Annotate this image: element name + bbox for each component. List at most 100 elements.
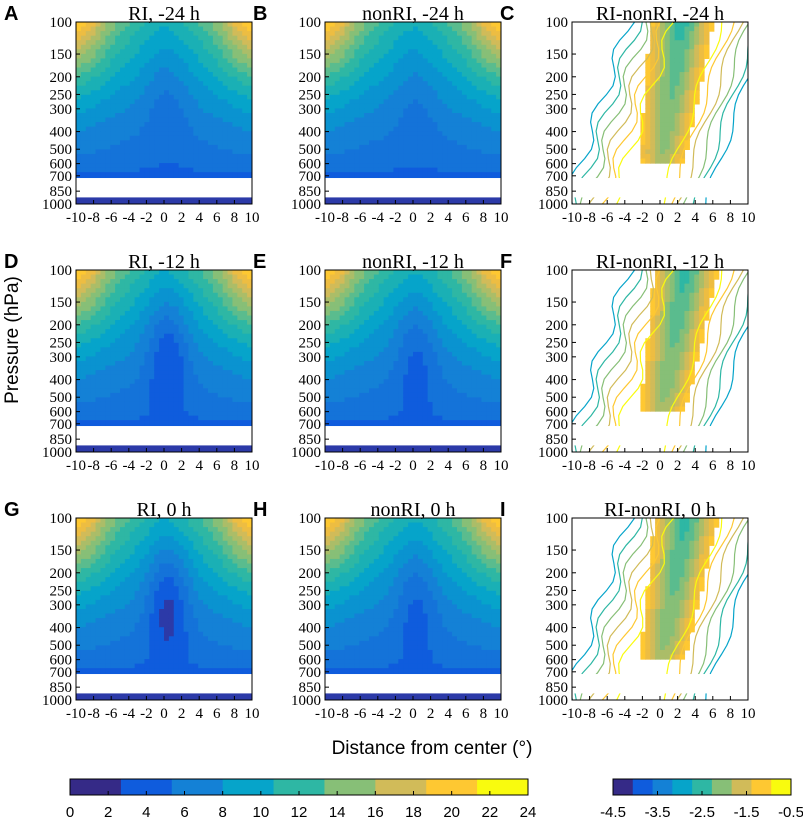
- heatmap-cell: [129, 415, 136, 421]
- heatmap-cell: [669, 85, 676, 91]
- heatmap-cell: [242, 315, 248, 321]
- heatmap-cell: [217, 270, 224, 276]
- heatmap-cell: [354, 58, 360, 64]
- heatmap-cell: [403, 194, 409, 201]
- heatmap-cell: [437, 199, 443, 204]
- heatmap-cell: [178, 279, 185, 285]
- heatmap-cell: [105, 31, 111, 37]
- heatmap-cell: [476, 199, 483, 204]
- heatmap-cell: [364, 158, 370, 164]
- heatmap-cell: [178, 347, 185, 353]
- heatmap-cell: [369, 122, 375, 128]
- y-tick-label: 400: [50, 125, 73, 141]
- heatmap-cell: [383, 31, 390, 37]
- heatmap-cell: [329, 76, 336, 82]
- heatmap-cell: [247, 292, 252, 298]
- heatmap-cell: [105, 62, 111, 69]
- heatmap-cell: [486, 113, 492, 119]
- heatmap-cell: [398, 172, 404, 178]
- heatmap-cell: [164, 324, 170, 330]
- heatmap-cell: [481, 135, 487, 141]
- heatmap-cell: [227, 447, 234, 452]
- heatmap-cell: [369, 26, 375, 32]
- heatmap-cell: [447, 103, 453, 110]
- heatmap-cell: [80, 292, 87, 298]
- heatmap-cell: [461, 122, 468, 128]
- heatmap-cell: [124, 356, 131, 362]
- heatmap-cell: [129, 301, 136, 307]
- heatmap-cell: [173, 26, 180, 32]
- heatmap-cell: [471, 22, 478, 28]
- heatmap-cell: [334, 310, 341, 317]
- heatmap-cell: [388, 72, 395, 78]
- heatmap-cell: [359, 108, 365, 114]
- heatmap-cell: [325, 158, 331, 164]
- heatmap-cell: [173, 85, 180, 91]
- x-tick-label: 2: [178, 458, 186, 474]
- heatmap-cell: [149, 356, 155, 362]
- heatmap-cell: [164, 135, 170, 141]
- heatmap-cell: [159, 35, 165, 41]
- heatmap-cell: [76, 167, 82, 173]
- heatmap-cell: [159, 76, 165, 82]
- heatmap-cell: [100, 31, 106, 37]
- heatmap-cell: [183, 85, 190, 91]
- heatmap-cell: [124, 113, 131, 119]
- heatmap-cell: [110, 76, 116, 82]
- heatmap-cell: [339, 194, 346, 201]
- heatmap-cell: [149, 99, 155, 105]
- x-tick-label: -6: [105, 458, 118, 474]
- heatmap-cell: [100, 135, 106, 141]
- y-tick-label: 150: [50, 295, 73, 311]
- heatmap-cell: [90, 131, 97, 137]
- heatmap-cell: [471, 117, 478, 123]
- heatmap-cell: [120, 172, 126, 178]
- heatmap-cells: [76, 22, 252, 204]
- heatmap-cell: [178, 117, 185, 123]
- heatmap-cell: [222, 194, 229, 201]
- heatmap-cell: [193, 315, 199, 321]
- heatmap-cell: [247, 194, 252, 201]
- heatmap-cell: [417, 117, 424, 123]
- heatmap-cell: [193, 53, 199, 59]
- heatmap-cell: [242, 347, 248, 353]
- heatmap-cell: [198, 301, 204, 307]
- heatmap-cell: [212, 292, 219, 298]
- heatmap-cell: [149, 194, 155, 201]
- heatmap-cell: [76, 324, 82, 330]
- heatmap-cell: [427, 158, 434, 164]
- heatmap-cell: [134, 149, 141, 155]
- heatmap-cell: [476, 158, 483, 164]
- contour-line: [588, 22, 654, 204]
- heatmap-cell: [100, 383, 106, 389]
- heatmap-cell: [359, 53, 365, 59]
- heatmap-cell: [413, 172, 419, 178]
- heatmap-cell: [237, 310, 243, 317]
- heatmap-cell: [105, 315, 111, 321]
- heatmap-cell: [227, 274, 234, 280]
- heatmap-cell: [159, 279, 165, 285]
- heatmap-cell: [457, 126, 463, 132]
- heatmap-cell: [222, 58, 229, 64]
- heatmap-cell: [349, 94, 355, 100]
- heatmap-cell: [645, 94, 651, 100]
- heatmap-cell: [95, 388, 102, 394]
- heatmap-cell: [76, 351, 82, 358]
- heatmap-cell: [669, 40, 676, 46]
- heatmap-cell: [198, 338, 204, 344]
- heatmap-cell: [364, 126, 370, 132]
- heatmap-cell: [149, 40, 155, 46]
- heatmap-cell: [120, 365, 126, 371]
- heatmap-cell: [159, 163, 165, 169]
- heatmap-cell: [208, 420, 214, 426]
- y-tick-label: 600: [50, 405, 73, 421]
- heatmap-cell: [208, 379, 214, 385]
- heatmap-cell: [334, 292, 341, 298]
- heatmap-cell: [149, 131, 155, 137]
- heatmap-cell: [476, 117, 483, 123]
- heatmap-cell: [193, 81, 199, 87]
- heatmap-cell: [669, 108, 676, 114]
- heatmap-cell: [471, 153, 478, 160]
- heatmap-cell: [115, 149, 121, 155]
